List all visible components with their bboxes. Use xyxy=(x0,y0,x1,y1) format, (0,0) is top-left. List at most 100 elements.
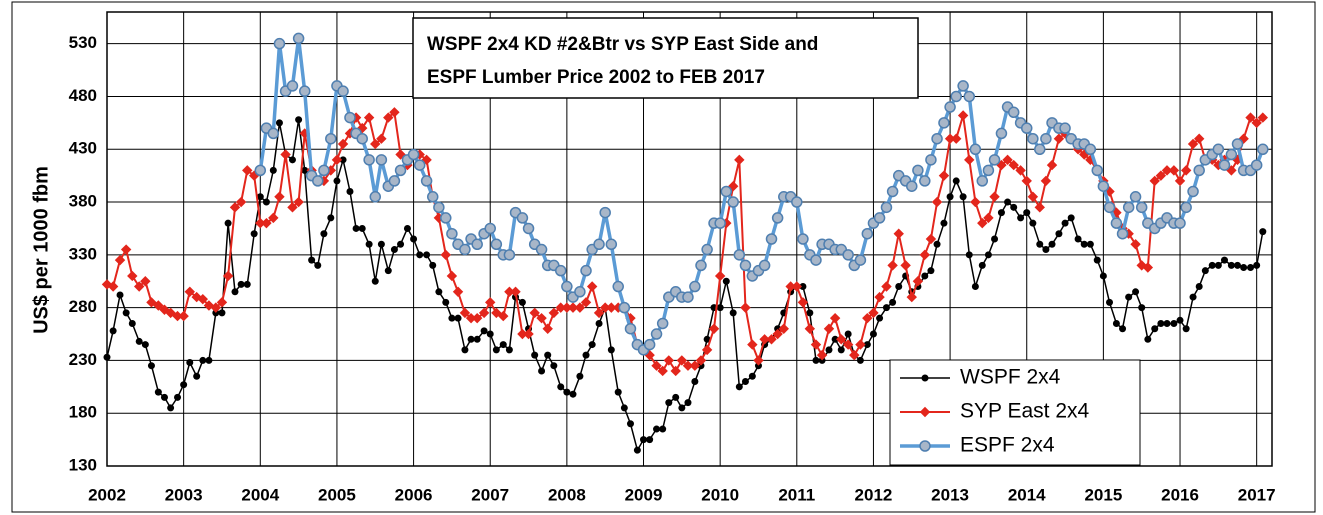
marker xyxy=(492,346,500,354)
marker xyxy=(1201,267,1209,275)
marker xyxy=(574,302,586,313)
marker xyxy=(1074,235,1082,243)
marker xyxy=(708,323,720,334)
marker xyxy=(1176,316,1184,324)
marker xyxy=(797,233,809,245)
marker xyxy=(216,297,228,308)
marker xyxy=(1021,175,1032,187)
marker xyxy=(797,297,809,308)
marker xyxy=(478,307,490,319)
marker xyxy=(695,355,707,366)
marker xyxy=(580,264,592,277)
marker xyxy=(747,339,758,350)
marker xyxy=(1251,117,1262,129)
marker xyxy=(461,346,469,354)
marker xyxy=(1053,133,1065,144)
marker xyxy=(586,281,598,292)
marker xyxy=(799,283,807,291)
marker xyxy=(522,222,535,235)
marker xyxy=(1122,201,1135,214)
x-tick-label: 2013 xyxy=(931,485,969,504)
marker xyxy=(523,328,534,340)
legend-label: SYP East 2x4 xyxy=(960,400,1090,423)
marker xyxy=(682,291,694,303)
marker xyxy=(1170,319,1178,327)
marker xyxy=(1040,132,1052,145)
marker xyxy=(433,201,445,214)
marker xyxy=(499,341,507,349)
marker xyxy=(280,149,291,160)
marker xyxy=(753,355,764,366)
marker xyxy=(569,390,577,398)
marker xyxy=(333,177,341,185)
marker xyxy=(346,187,354,195)
marker xyxy=(816,349,828,361)
marker xyxy=(1004,198,1012,206)
marker xyxy=(1234,261,1242,269)
marker xyxy=(293,196,304,208)
marker xyxy=(318,164,330,177)
x-tick-label: 2005 xyxy=(318,485,356,504)
marker xyxy=(1245,112,1256,123)
marker xyxy=(1189,293,1197,301)
marker xyxy=(1193,133,1205,144)
marker xyxy=(771,212,784,224)
marker xyxy=(672,393,680,401)
marker xyxy=(146,297,157,308)
marker xyxy=(390,246,398,254)
marker xyxy=(153,300,164,311)
marker xyxy=(184,286,195,297)
marker xyxy=(995,127,1008,140)
marker xyxy=(407,148,420,161)
marker xyxy=(454,314,462,322)
marker xyxy=(733,249,746,261)
marker xyxy=(925,154,937,166)
marker xyxy=(976,175,989,187)
marker xyxy=(919,440,931,452)
marker xyxy=(295,116,303,124)
marker xyxy=(1084,143,1097,156)
marker xyxy=(722,277,730,285)
marker xyxy=(791,281,803,292)
marker xyxy=(459,243,471,256)
marker xyxy=(339,156,347,164)
marker xyxy=(308,256,316,264)
marker xyxy=(127,270,138,282)
marker xyxy=(384,267,392,275)
y-tick-label: 280 xyxy=(69,297,97,316)
marker xyxy=(1132,288,1140,296)
marker xyxy=(301,166,309,174)
marker xyxy=(697,362,705,370)
marker xyxy=(887,260,898,271)
marker xyxy=(212,309,220,317)
x-tick-label: 2002 xyxy=(88,485,126,504)
marker xyxy=(484,222,496,235)
marker xyxy=(389,107,400,118)
marker xyxy=(729,309,737,317)
marker xyxy=(1149,175,1160,187)
marker xyxy=(491,307,502,319)
series xyxy=(103,116,1267,454)
marker xyxy=(607,346,615,354)
marker xyxy=(703,335,711,343)
marker xyxy=(965,251,973,259)
marker xyxy=(327,214,335,222)
marker xyxy=(365,240,373,248)
marker xyxy=(1182,325,1190,333)
marker xyxy=(542,323,553,334)
marker xyxy=(160,393,168,401)
x-tick-label: 2004 xyxy=(241,485,279,504)
marker xyxy=(593,238,605,251)
marker xyxy=(665,399,673,407)
marker xyxy=(1161,165,1173,176)
marker xyxy=(593,307,605,319)
marker xyxy=(561,280,573,293)
y-tick-label: 530 xyxy=(69,33,97,52)
marker xyxy=(950,90,962,103)
marker xyxy=(874,291,885,303)
marker xyxy=(906,180,918,192)
marker xyxy=(588,341,596,349)
marker xyxy=(759,334,770,345)
marker xyxy=(426,191,439,203)
